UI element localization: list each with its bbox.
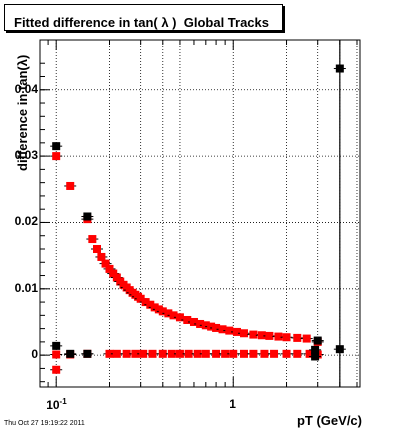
data-point [131,349,140,358]
data-point [105,349,114,358]
data-point [83,349,92,358]
data-point [302,334,311,343]
y-tick-label: 0 [31,347,38,362]
data-point [146,300,155,309]
data-point [257,331,266,340]
data-point [167,349,176,358]
data-point [92,244,101,253]
data-point [218,325,227,334]
data-point [193,349,202,358]
data-point [169,311,178,320]
data-point [249,330,258,339]
data-marks [50,64,346,374]
data-point [201,321,210,330]
data-point [112,349,121,358]
data-point [139,349,148,358]
data-point [282,333,291,342]
chart-title: Fitted difference in tan( λ ) Global Tra… [14,15,269,30]
data-point [122,349,131,358]
data-point [212,323,221,332]
y-tick-label: 0.04 [14,81,38,96]
x-axis-label: pT (GeV/c) [296,413,362,428]
data-point [141,298,150,307]
plot-frame [39,39,361,388]
data-point [101,259,110,268]
axis-ticks [40,40,358,387]
data-point [150,303,159,312]
data-point [335,64,344,73]
data-point [274,332,283,341]
data-point [282,349,291,358]
data-point [148,349,157,358]
data-point [97,252,106,261]
data-point [293,349,302,358]
data-point [88,235,97,244]
y-tick-label: 0.03 [14,148,38,163]
x-tick-label: 1 [229,397,236,411]
data-point [313,336,322,345]
data-point [105,264,114,273]
data-point [229,349,238,358]
data-point [311,352,320,361]
data-point [225,326,234,335]
data-point [201,349,210,358]
x-tick-label: 10-1 [46,397,67,412]
data-point [265,331,274,340]
data-point [66,349,75,358]
data-point [52,152,61,161]
data-point [232,327,241,336]
data-point [207,322,216,331]
data-point [293,333,302,342]
data-point [270,349,279,358]
title-box: Fitted difference in tan( λ ) Global Tra… [4,4,283,31]
data-point [335,345,344,354]
y-tick-label: 0.01 [14,280,38,295]
data-point [158,349,167,358]
data-point [311,345,320,354]
data-point [196,319,205,328]
data-point [221,349,230,358]
data-point [305,349,314,358]
data-point [184,349,193,358]
data-point [175,349,184,358]
data-point [212,349,221,358]
y-tick-label: 0.02 [14,214,38,229]
data-point [239,329,248,338]
data-point [164,309,173,318]
timestamp: Thu Oct 27 19:19:22 2011 [4,420,85,427]
data-point [52,365,61,374]
data-point [183,315,192,324]
data-point [52,350,61,359]
data-point [52,341,61,350]
data-point [66,181,75,190]
data-point [239,349,248,358]
data-point [158,307,167,316]
data-point [136,294,145,303]
data-point [175,313,184,322]
data-point [249,349,258,358]
data-point [52,142,61,151]
data-point [260,349,269,358]
data-point [189,317,198,326]
data-point [83,212,92,221]
